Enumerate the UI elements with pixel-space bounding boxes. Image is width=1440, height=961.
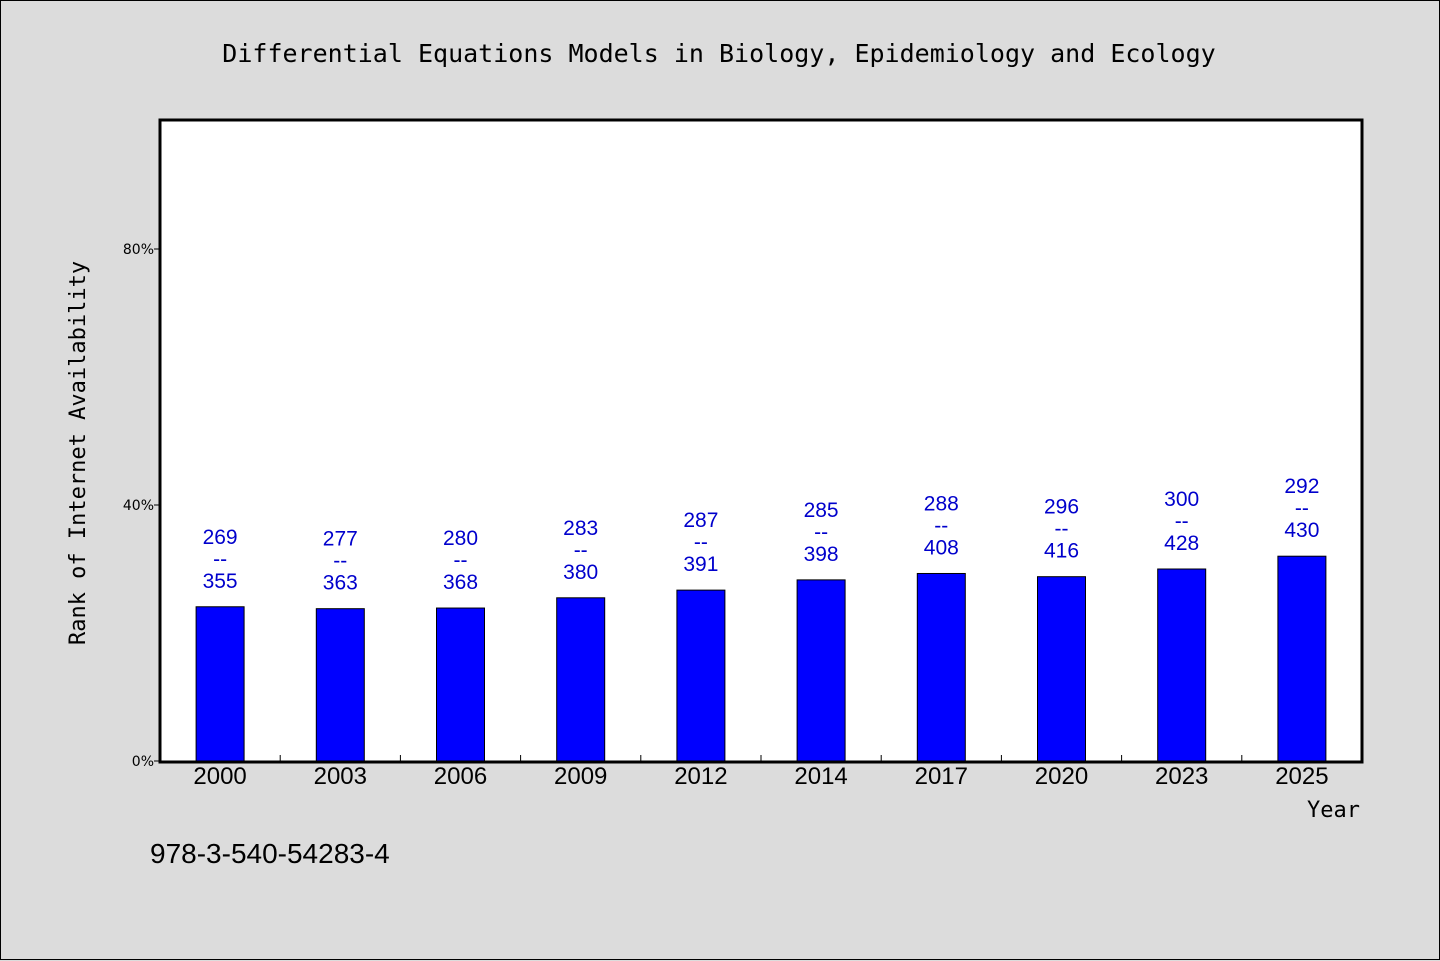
data-labels-group: 269--355277--363280--368283--380287--391…	[203, 475, 1320, 594]
data-label-sep-2020: --	[1055, 518, 1069, 541]
x-tick-label-2003: 2003	[314, 763, 367, 790]
data-label-bottom-2020: 416	[1044, 540, 1079, 563]
data-label-sep-2003: --	[333, 550, 347, 573]
x-tick-label-2012: 2012	[674, 763, 727, 790]
bar-2025	[1277, 555, 1327, 762]
data-label-bottom-2017: 408	[924, 536, 959, 559]
bar-2003	[315, 608, 365, 762]
data-label-bottom-2006: 368	[443, 571, 478, 594]
data-label-top-2006: 280	[443, 527, 478, 550]
data-label-sep-2023: --	[1175, 510, 1189, 533]
bar-2020	[1037, 576, 1086, 762]
x-tick-label-2000: 2000	[193, 763, 246, 790]
y-tick-label-0: 0%	[132, 754, 154, 770]
y-axis-label: Rank of Internet Availability	[66, 261, 91, 645]
data-label-bottom-2000: 355	[203, 570, 238, 593]
data-label-top-2020: 296	[1044, 496, 1079, 519]
x-tick-label-2009: 2009	[554, 763, 607, 790]
data-label-top-2000: 269	[203, 526, 238, 549]
data-label-sep-2006: --	[454, 549, 468, 572]
bar-2023	[1157, 568, 1207, 762]
data-label-bottom-2012: 391	[683, 553, 718, 576]
data-label-bottom-2003: 363	[323, 572, 358, 595]
x-tick-label-2014: 2014	[794, 763, 847, 790]
data-label-bottom-2014: 398	[804, 543, 839, 566]
data-label-sep-2025: --	[1295, 497, 1309, 520]
data-label-sep-2000: --	[213, 548, 227, 571]
x-tick-label-2006: 2006	[434, 763, 487, 790]
x-tick-label-2017: 2017	[915, 763, 968, 790]
data-label-sep-2017: --	[934, 514, 948, 537]
x-tick-label-2020: 2020	[1035, 763, 1088, 790]
data-label-bottom-2025: 430	[1284, 519, 1319, 542]
data-label-bottom-2023: 428	[1164, 532, 1199, 555]
chart-title: Differential Equations Models in Biology…	[222, 39, 1215, 68]
data-label-bottom-2009: 380	[563, 561, 598, 584]
data-label-top-2012: 287	[683, 509, 718, 532]
bar-2014	[796, 579, 846, 762]
bar-2006	[436, 607, 485, 762]
bars-group	[195, 555, 1327, 762]
isbn-code: 978-3-540-54283-4	[150, 838, 390, 869]
data-label-sep-2014: --	[814, 521, 828, 544]
y-tick-label-80: 80%	[123, 242, 154, 258]
y-tick-label-40: 40%	[123, 498, 154, 514]
x-tick-label-2023: 2023	[1155, 763, 1208, 790]
data-label-sep-2009: --	[574, 539, 588, 562]
data-label-top-2023: 300	[1164, 488, 1199, 511]
data-label-top-2025: 292	[1284, 475, 1319, 498]
data-label-top-2009: 283	[563, 517, 598, 540]
bar-2012	[676, 589, 726, 762]
y-axis: 0% 40% 80%	[123, 242, 160, 770]
x-axis-label: Year	[1307, 798, 1360, 823]
bar-2000	[195, 606, 245, 762]
bar-2009	[556, 597, 606, 762]
data-label-top-2003: 277	[323, 528, 358, 551]
data-label-top-2014: 285	[804, 499, 839, 522]
data-label-top-2017: 288	[924, 492, 959, 515]
data-label-sep-2012: --	[694, 531, 708, 554]
x-tick-label-2025: 2025	[1275, 763, 1328, 790]
bar-2017	[916, 572, 966, 762]
x-axis: 2000 2003 2006 2009 2012 2014 2017 2020 2023 2025	[193, 755, 1329, 790]
